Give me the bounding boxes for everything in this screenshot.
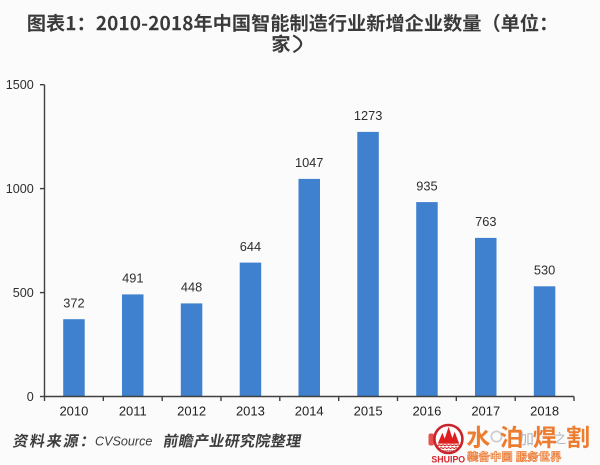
svg-text:500: 500 bbox=[13, 286, 34, 300]
svg-text:2014: 2014 bbox=[295, 403, 324, 418]
svg-text:2011: 2011 bbox=[119, 403, 147, 418]
svg-text:1047: 1047 bbox=[295, 155, 323, 170]
svg-text:CVSource: CVSource bbox=[95, 435, 152, 449]
svg-text:2017: 2017 bbox=[471, 403, 500, 418]
svg-text:2016: 2016 bbox=[412, 403, 441, 418]
svg-text:644: 644 bbox=[240, 239, 261, 254]
svg-text:2012: 2012 bbox=[177, 403, 206, 418]
svg-text:372: 372 bbox=[63, 296, 84, 311]
svg-text:2013: 2013 bbox=[236, 403, 265, 418]
svg-text:2018: 2018 bbox=[530, 403, 559, 418]
svg-text:2015: 2015 bbox=[354, 403, 383, 418]
svg-text:763: 763 bbox=[475, 214, 496, 229]
svg-text:1500: 1500 bbox=[6, 78, 34, 92]
svg-text:530: 530 bbox=[534, 263, 555, 278]
svg-text:1000: 1000 bbox=[6, 182, 34, 196]
svg-text:491: 491 bbox=[122, 271, 143, 286]
svg-text:SHUIPO: SHUIPO bbox=[431, 455, 465, 465]
svg-text:1273: 1273 bbox=[354, 108, 382, 123]
svg-text:935: 935 bbox=[416, 178, 437, 193]
svg-text:2010: 2010 bbox=[59, 403, 88, 418]
svg-text:448: 448 bbox=[181, 280, 202, 295]
svg-text:0: 0 bbox=[27, 390, 34, 404]
